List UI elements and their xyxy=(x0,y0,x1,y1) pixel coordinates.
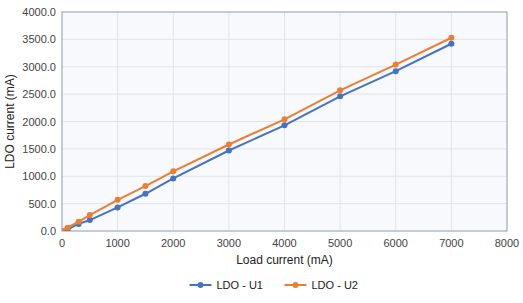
legend-swatch-marker xyxy=(198,282,204,288)
y-tick-label: 500.0 xyxy=(28,198,56,210)
series-marker xyxy=(393,62,399,68)
series-marker xyxy=(226,141,232,147)
x-tick-label: 6000 xyxy=(384,237,408,249)
legend-label: LDO - U2 xyxy=(312,279,358,291)
chart-svg: 0.0 500.0 1000.0 1500.0 2000.0 2500.0 3000.0 35… xyxy=(0,0,523,303)
series-marker xyxy=(337,93,343,99)
x-axis-label: Load current (mA) xyxy=(236,253,333,267)
series-marker xyxy=(115,204,121,210)
x-tick-label: 0 xyxy=(59,237,65,249)
series-group xyxy=(62,35,454,231)
y-tick-label: 1000.0 xyxy=(22,170,56,182)
x-grid-line xyxy=(228,12,229,231)
y-tick-label: 3000.0 xyxy=(22,61,56,73)
x-tick-label: 2000 xyxy=(161,237,185,249)
series-marker xyxy=(448,41,454,47)
chart-container: 0.0 500.0 1000.0 1500.0 2000.0 2500.0 3000.0 35… xyxy=(0,0,523,303)
x-tick-label: 3000 xyxy=(217,237,241,249)
series-marker xyxy=(65,225,71,231)
series-marker xyxy=(226,148,232,154)
x-tick-label: 1000 xyxy=(105,237,129,249)
y-tick-label: 3500.0 xyxy=(22,33,56,45)
y-tick-label: 2000.0 xyxy=(22,116,56,128)
series-marker xyxy=(76,219,82,225)
legend: LDO - U1 LDO - U2 xyxy=(190,279,358,291)
series-marker xyxy=(448,35,454,41)
grid xyxy=(62,12,507,231)
series-marker xyxy=(170,168,176,174)
legend-label: LDO - U1 xyxy=(217,279,263,291)
plot-background xyxy=(62,12,507,231)
y-tick-label: 0.0 xyxy=(41,225,56,237)
y-tick-label: 2500.0 xyxy=(22,88,56,100)
series-marker xyxy=(282,116,288,122)
series-marker xyxy=(282,122,288,128)
x-tick-label: 4000 xyxy=(272,237,296,249)
legend-swatch-marker xyxy=(293,282,299,288)
plot-frame xyxy=(62,12,507,231)
series-marker xyxy=(142,183,148,189)
series-marker xyxy=(115,197,121,203)
series-marker xyxy=(170,175,176,181)
series-line xyxy=(62,44,451,231)
y-tick-label: 4000.0 xyxy=(22,6,56,18)
series-marker xyxy=(337,87,343,93)
x-grid-line xyxy=(395,12,396,231)
x-grid-line xyxy=(173,12,174,231)
x-grid-line xyxy=(340,12,341,231)
y-tick-label: 1500.0 xyxy=(22,143,56,155)
x-tick-label: 8000 xyxy=(495,237,519,249)
series-marker xyxy=(142,191,148,197)
series-marker xyxy=(87,212,93,218)
series-line xyxy=(62,38,451,231)
x-tick-label: 7000 xyxy=(439,237,463,249)
axes: 0.0 500.0 1000.0 1500.0 2000.0 2500.0 3000.0 35… xyxy=(22,6,519,249)
x-tick-label: 5000 xyxy=(328,237,352,249)
series-marker xyxy=(393,68,399,74)
y-axis-label: LDO current (mA) xyxy=(3,74,17,169)
series-marker xyxy=(62,228,65,231)
